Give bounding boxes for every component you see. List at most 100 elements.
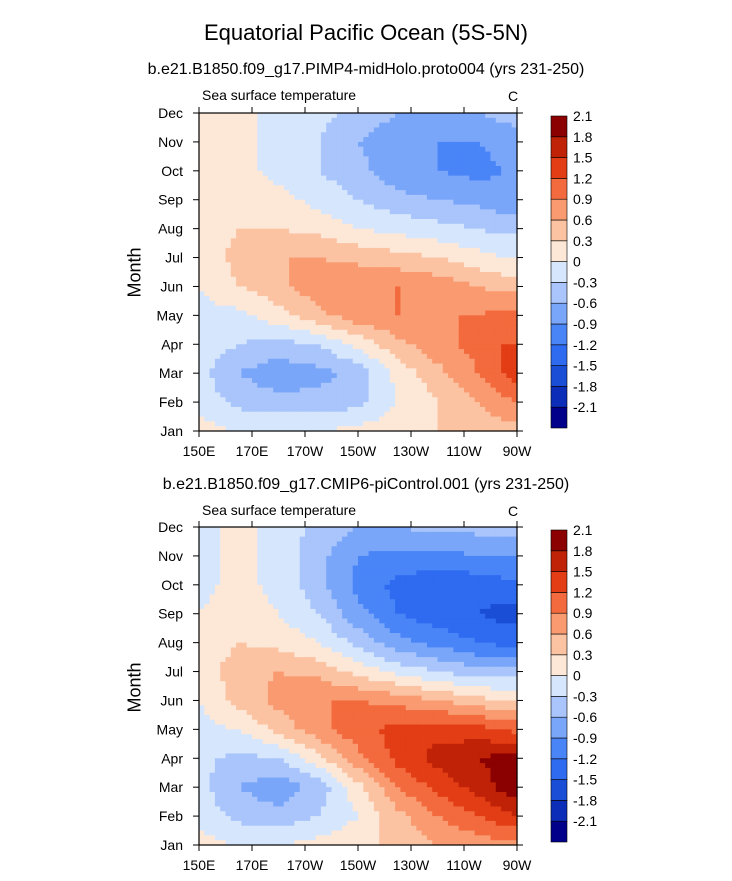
heatmap-cell xyxy=(448,353,454,360)
heatmap-cell xyxy=(389,531,396,538)
heatmap-cell xyxy=(336,546,343,552)
heatmap-cell xyxy=(389,392,396,398)
heatmap-cell xyxy=(448,132,454,138)
heatmap-cell xyxy=(495,565,502,571)
heatmap-cell xyxy=(310,358,317,365)
heatmap-cell xyxy=(220,185,227,191)
heatmap-cell xyxy=(432,329,439,336)
heatmap-cell xyxy=(506,305,513,312)
heatmap-cell xyxy=(225,589,232,596)
heatmap-cell xyxy=(373,243,380,249)
heatmap-cell xyxy=(294,291,301,297)
heatmap-cell xyxy=(432,363,439,369)
heatmap-cell xyxy=(283,378,290,384)
heatmap-cell xyxy=(267,353,274,360)
heatmap-cell xyxy=(426,146,433,153)
heatmap-cell xyxy=(416,141,423,148)
heatmap-cell xyxy=(495,310,502,316)
heatmap-cell xyxy=(299,223,306,230)
heatmap-cell xyxy=(241,358,248,365)
colorbar-label: -1.2 xyxy=(573,337,597,353)
heatmap-cell xyxy=(289,204,295,210)
heatmap-cell xyxy=(236,257,242,263)
heatmap-cell xyxy=(458,300,465,307)
heatmap-cell xyxy=(479,156,486,162)
heatmap-cell xyxy=(262,406,269,413)
heatmap-cell xyxy=(305,127,311,133)
heatmap-cell xyxy=(315,353,322,360)
heatmap-cell xyxy=(405,536,412,543)
heatmap-cell xyxy=(416,599,423,605)
heatmap-cell xyxy=(352,541,359,547)
heatmap-cell xyxy=(485,233,492,239)
heatmap-cell xyxy=(305,151,311,157)
heatmap-cell xyxy=(283,132,290,138)
heatmap-cell xyxy=(214,546,221,552)
heatmap-cell xyxy=(479,238,486,244)
heatmap-cell xyxy=(252,575,258,581)
heatmap-cell xyxy=(464,358,470,365)
heatmap-cell xyxy=(336,320,343,326)
heatmap-cell xyxy=(421,238,428,244)
heatmap-cell xyxy=(209,426,216,432)
heatmap-cell xyxy=(495,190,502,196)
heatmap-cell xyxy=(241,170,248,177)
heatmap-cell xyxy=(474,329,481,336)
heatmap-cell xyxy=(469,267,476,273)
heatmap-cell xyxy=(347,272,354,278)
heatmap-cell xyxy=(352,426,359,432)
heatmap-cell xyxy=(485,194,492,201)
heatmap-cell xyxy=(214,382,221,389)
heatmap-cell xyxy=(368,252,375,259)
heatmap-cell xyxy=(511,166,518,172)
heatmap-cell xyxy=(283,141,290,148)
heatmap-cell xyxy=(511,402,518,408)
heatmap-cell xyxy=(257,122,264,129)
heatmap-cell xyxy=(331,214,338,220)
heatmap-cell xyxy=(485,531,492,538)
heatmap-cell xyxy=(485,329,492,336)
heatmap-cell xyxy=(230,156,237,162)
heatmap-cell xyxy=(214,127,221,133)
heatmap-cell xyxy=(204,209,211,215)
heatmap-cell xyxy=(252,122,258,129)
heatmap-cell xyxy=(490,204,497,210)
heatmap-cell xyxy=(326,257,333,263)
heatmap-cell xyxy=(506,546,513,552)
heatmap-cell xyxy=(426,546,433,552)
heatmap-cell xyxy=(336,392,343,398)
heatmap-cell xyxy=(257,536,264,543)
heatmap-cell xyxy=(448,570,454,576)
heatmap-cell xyxy=(262,127,269,133)
heatmap-cell xyxy=(389,565,396,571)
heatmap-cell xyxy=(358,382,364,389)
heatmap-cell xyxy=(474,589,481,596)
heatmap-cell xyxy=(368,113,375,119)
heatmap-cell xyxy=(305,209,311,215)
heatmap-cell xyxy=(246,416,253,422)
heatmap-cell xyxy=(495,252,502,259)
heatmap-cell xyxy=(278,546,285,552)
heatmap-cell xyxy=(400,536,407,543)
heatmap-cell xyxy=(469,156,476,162)
heatmap-cell xyxy=(199,247,205,254)
heatmap-cell xyxy=(448,267,454,273)
heatmap-cell xyxy=(458,214,465,220)
heatmap-cell xyxy=(273,175,280,182)
heatmap-cell xyxy=(389,555,396,562)
heatmap-cell xyxy=(511,257,518,263)
heatmap-cell xyxy=(389,310,396,316)
heatmap-cell xyxy=(305,281,311,288)
heatmap-cell xyxy=(384,117,391,124)
heatmap-cell xyxy=(331,199,338,206)
heatmap-cell xyxy=(278,329,285,336)
heatmap-cell xyxy=(342,209,348,215)
heatmap-cell xyxy=(294,141,301,148)
heatmap-cell xyxy=(294,580,301,586)
heatmap-cell xyxy=(474,531,481,538)
heatmap-cell xyxy=(373,339,380,345)
heatmap-cell xyxy=(495,387,502,394)
heatmap-cell xyxy=(262,233,269,239)
heatmap-cell xyxy=(395,209,401,215)
heatmap-cell xyxy=(320,180,327,186)
